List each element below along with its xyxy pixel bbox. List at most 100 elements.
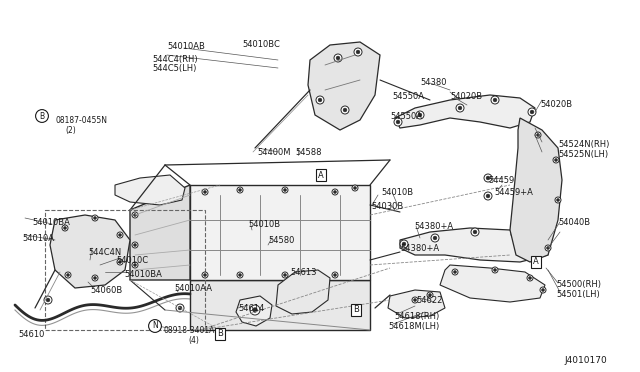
Circle shape	[547, 247, 549, 249]
Circle shape	[202, 189, 208, 195]
Text: 54010C: 54010C	[116, 256, 148, 265]
Circle shape	[332, 272, 338, 278]
Circle shape	[178, 306, 182, 310]
Circle shape	[92, 275, 98, 281]
Text: 54610: 54610	[18, 330, 44, 339]
Text: 54622: 54622	[416, 296, 442, 305]
Circle shape	[454, 271, 456, 273]
Circle shape	[530, 110, 534, 114]
Text: 54501(LH): 54501(LH)	[556, 290, 600, 299]
Polygon shape	[395, 95, 535, 128]
Text: 54588: 54588	[295, 148, 321, 157]
Polygon shape	[130, 185, 190, 280]
Circle shape	[553, 157, 559, 163]
Circle shape	[400, 240, 408, 248]
Circle shape	[352, 185, 358, 191]
Circle shape	[431, 234, 439, 242]
Circle shape	[282, 187, 288, 193]
Text: 54020B: 54020B	[540, 100, 572, 109]
Circle shape	[555, 158, 557, 161]
Circle shape	[284, 274, 286, 276]
Circle shape	[492, 267, 498, 273]
Circle shape	[493, 98, 497, 102]
Text: 54010AB: 54010AB	[167, 42, 205, 51]
Text: B: B	[40, 112, 45, 121]
Circle shape	[333, 274, 337, 276]
Text: 54525N(LH): 54525N(LH)	[558, 150, 608, 159]
Circle shape	[93, 277, 97, 279]
Polygon shape	[190, 185, 370, 280]
Text: 54010BA: 54010BA	[32, 218, 70, 227]
Circle shape	[491, 96, 499, 104]
Polygon shape	[276, 270, 330, 314]
Circle shape	[555, 197, 561, 203]
Text: 54400M: 54400M	[257, 148, 291, 157]
Text: 54380: 54380	[420, 78, 447, 87]
Circle shape	[134, 244, 136, 246]
Text: B: B	[353, 305, 359, 314]
Circle shape	[65, 272, 71, 278]
Text: 54010B: 54010B	[248, 220, 280, 229]
Text: 54020B: 54020B	[450, 92, 482, 101]
Circle shape	[239, 189, 241, 191]
Circle shape	[92, 215, 98, 221]
Circle shape	[527, 275, 533, 281]
Circle shape	[416, 111, 424, 119]
Circle shape	[535, 132, 541, 138]
Circle shape	[484, 192, 492, 200]
Text: 54550A: 54550A	[390, 112, 422, 121]
Circle shape	[204, 274, 206, 276]
Circle shape	[239, 274, 241, 276]
Circle shape	[44, 296, 52, 304]
Circle shape	[284, 189, 286, 191]
Text: 54580: 54580	[268, 236, 294, 245]
Text: 54618(RH): 54618(RH)	[394, 312, 439, 321]
Polygon shape	[50, 215, 130, 288]
Polygon shape	[440, 265, 545, 302]
Circle shape	[237, 272, 243, 278]
Circle shape	[412, 297, 418, 303]
Text: 54618M(LH): 54618M(LH)	[388, 322, 439, 331]
Circle shape	[62, 225, 68, 231]
Circle shape	[528, 108, 536, 116]
Circle shape	[354, 187, 356, 189]
Circle shape	[134, 214, 136, 217]
Circle shape	[429, 294, 431, 296]
Circle shape	[433, 236, 436, 240]
Text: 54010A: 54010A	[22, 234, 54, 243]
Text: 54010BA: 54010BA	[124, 270, 162, 279]
Circle shape	[237, 187, 243, 193]
Circle shape	[318, 98, 322, 102]
Circle shape	[332, 189, 338, 195]
Polygon shape	[510, 118, 562, 262]
Circle shape	[343, 108, 347, 112]
Circle shape	[418, 113, 422, 117]
Circle shape	[132, 212, 138, 218]
Circle shape	[486, 194, 490, 198]
Polygon shape	[236, 296, 272, 326]
Text: B: B	[217, 330, 223, 339]
Text: (4): (4)	[188, 336, 199, 345]
Circle shape	[354, 48, 362, 56]
Circle shape	[46, 298, 50, 302]
Circle shape	[537, 134, 540, 137]
Polygon shape	[308, 42, 380, 130]
Circle shape	[250, 305, 260, 315]
Text: 54524N(RH): 54524N(RH)	[558, 140, 609, 149]
Circle shape	[458, 106, 462, 110]
Circle shape	[402, 242, 406, 246]
Circle shape	[202, 272, 208, 278]
Circle shape	[456, 104, 464, 112]
Text: 54010BC: 54010BC	[242, 40, 280, 49]
Text: J4010170: J4010170	[564, 356, 607, 365]
Circle shape	[336, 56, 340, 60]
Circle shape	[132, 262, 138, 268]
Polygon shape	[115, 175, 185, 205]
Text: 54010B: 54010B	[381, 188, 413, 197]
Text: A: A	[533, 257, 539, 266]
Text: A: A	[318, 170, 324, 180]
Text: 54613: 54613	[290, 268, 317, 277]
Text: 54030B: 54030B	[371, 202, 403, 211]
Circle shape	[63, 227, 67, 230]
Circle shape	[493, 269, 497, 271]
